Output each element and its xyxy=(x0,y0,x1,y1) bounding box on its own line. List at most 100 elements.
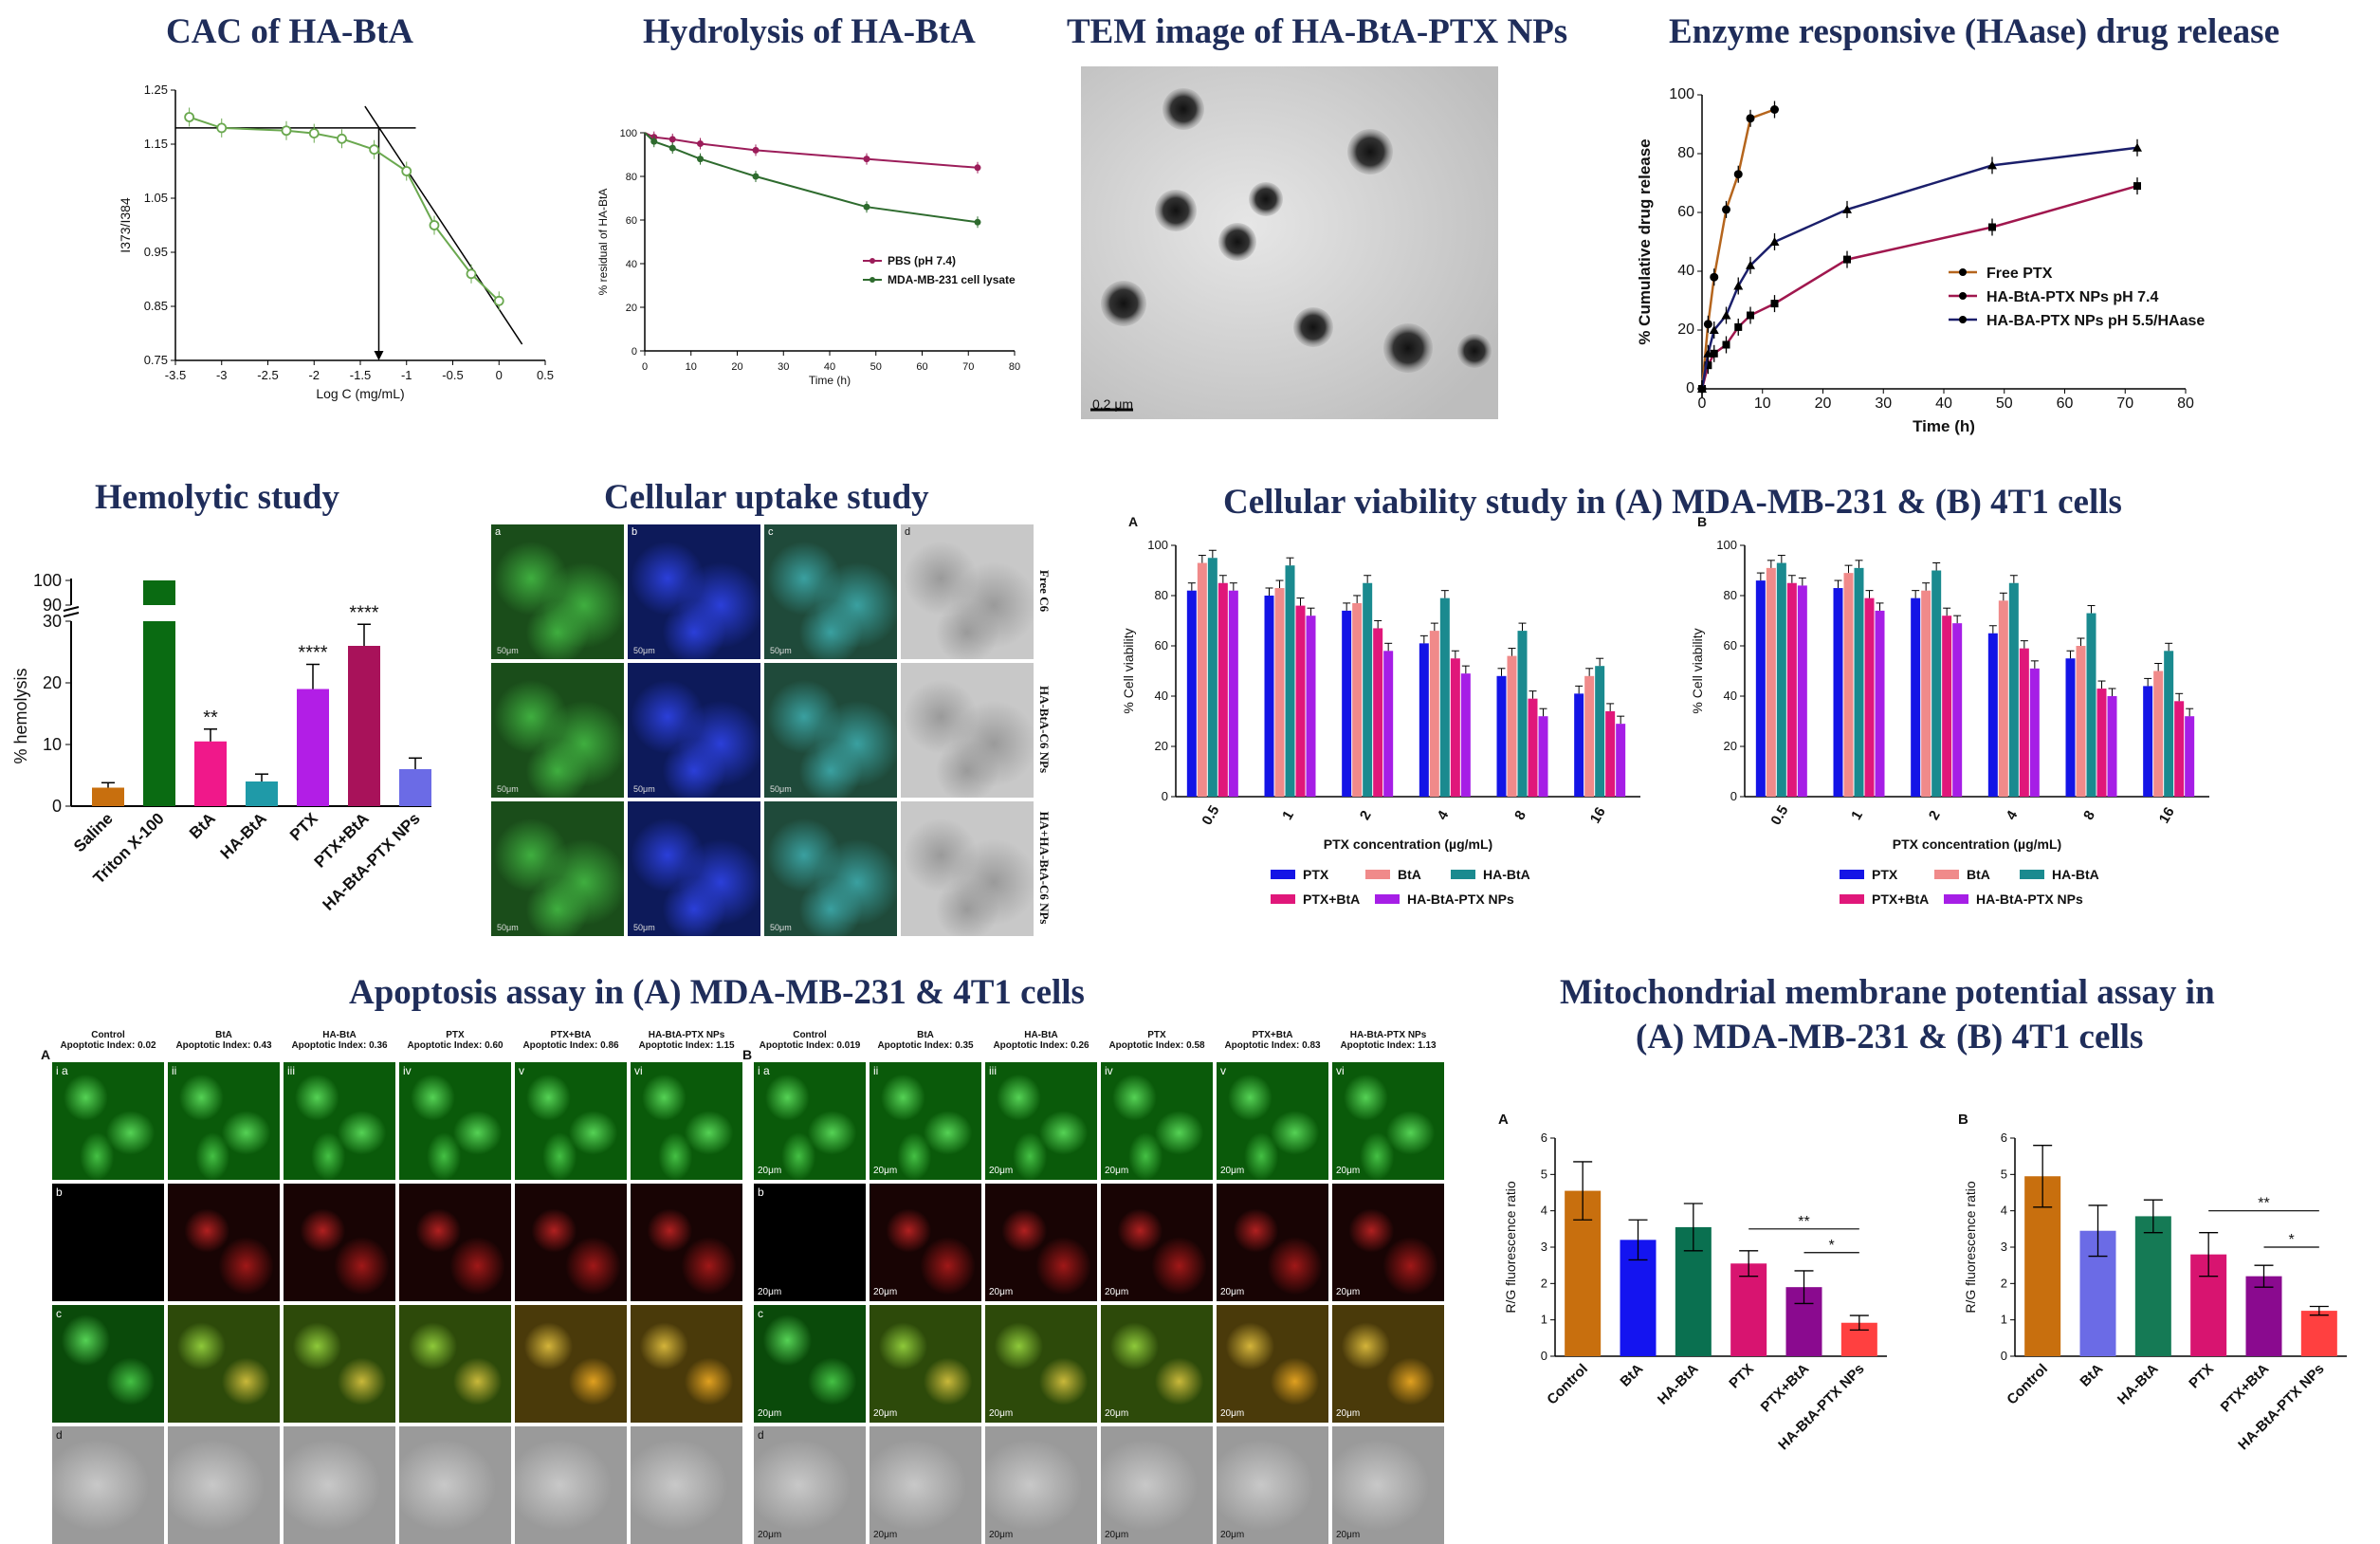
apoptosis-image: 20μm xyxy=(870,1426,981,1544)
apoptotic-index: Apoptotic Index: 0.35 xyxy=(877,1040,974,1051)
apoptotic-index: Apoptotic Index: 0.36 xyxy=(291,1040,388,1051)
apoptosis-image xyxy=(284,1184,395,1301)
y-tick-label: 1.05 xyxy=(144,191,168,205)
x-tick-label: 10 xyxy=(686,361,697,373)
release-point xyxy=(1988,223,1996,231)
apoptosis-group-name: PTX+BtA xyxy=(550,1030,592,1040)
apoptosis-scale-label: 20μm xyxy=(873,1166,898,1176)
cac-point xyxy=(216,122,228,134)
apoptosis-group-header: PTX Apoptotic Index: 0.60 xyxy=(399,1030,511,1051)
x-tick-label: 0 xyxy=(496,368,503,382)
y-tick-label: 1.25 xyxy=(144,83,168,97)
apoptosis-cell-label: i a xyxy=(758,1064,770,1077)
apoptosis-group-name: BtA xyxy=(215,1030,232,1040)
uptake-title: Cellular uptake study xyxy=(604,478,929,517)
legend-label: BtA xyxy=(1398,867,1421,882)
apoptosis-scale-label: 20μm xyxy=(758,1287,782,1297)
viability-bar xyxy=(1295,605,1306,797)
apoptosis-scale-label: 20μm xyxy=(1105,1166,1129,1176)
category-label: PTX+BtA xyxy=(1758,1361,1813,1416)
y-tick-label: 4 xyxy=(1541,1204,1547,1218)
apoptosis-image xyxy=(399,1426,511,1544)
release-point xyxy=(1842,204,1852,213)
category-label: PTX xyxy=(286,809,321,844)
hemolysis-bar xyxy=(297,689,329,806)
uptake-image-r3-a: 50μm xyxy=(491,801,624,936)
hemolysis-bar xyxy=(92,787,124,806)
apoptosis-image: b xyxy=(52,1184,164,1301)
y-tick-label: 3 xyxy=(1541,1240,1547,1254)
apoptosis-image: c 20μm xyxy=(754,1305,866,1423)
viability-bar xyxy=(1264,596,1274,797)
apoptosis-image: 20μm xyxy=(1217,1426,1328,1544)
apoptosis-image xyxy=(631,1305,742,1423)
cac-title: CAC of HA-BtA xyxy=(166,12,414,51)
release-point xyxy=(1709,325,1719,334)
tem-title: TEM image of HA-BtA-PTX NPs xyxy=(1067,12,1568,51)
viability-bar xyxy=(1616,724,1626,797)
panel-label: B xyxy=(1697,514,1707,529)
mmp-bar xyxy=(2245,1276,2282,1356)
nanoparticle xyxy=(1101,281,1146,326)
viability-bar xyxy=(1186,590,1197,797)
legend-label: BtA xyxy=(1967,867,1990,882)
apoptosis-image: iv 20μm xyxy=(1101,1062,1213,1180)
viability-bar xyxy=(2029,668,2040,797)
release-point xyxy=(1987,160,1997,170)
viability-bar xyxy=(1285,565,1295,797)
y-tick-label: 100 xyxy=(33,571,62,590)
y-tick-label: 1 xyxy=(2001,1313,2007,1327)
nanoparticle xyxy=(1457,334,1492,368)
panel-label: B xyxy=(1958,1112,1968,1128)
x-axis-label: PTX concentration (µg/mL) xyxy=(1324,836,1492,852)
y-tick-label: 2 xyxy=(1541,1276,1547,1290)
apoptosis-group-header: HA-BtA Apoptotic Index: 0.26 xyxy=(985,1030,1097,1051)
nanoparticle xyxy=(1163,88,1204,130)
viability-bar xyxy=(1342,610,1352,797)
uptake-image-r3-c: 50μm xyxy=(764,801,897,936)
apoptotic-index: Apoptotic Index: 0.83 xyxy=(1224,1040,1321,1051)
y-tick-label: 20 xyxy=(1155,739,1168,753)
apoptosis-image xyxy=(284,1305,395,1423)
apoptosis-cell-label: iv xyxy=(1105,1064,1113,1077)
hydrolysis-point xyxy=(697,156,704,163)
viability-bar xyxy=(1439,597,1450,797)
viability-bar xyxy=(1843,573,1854,797)
significance-mark: **** xyxy=(349,602,378,623)
cac-point xyxy=(308,128,320,138)
viability-bar xyxy=(1306,616,1316,797)
apoptosis-scale-label: 20μm xyxy=(873,1287,898,1297)
apoptosis-image: vi 20μm xyxy=(1332,1062,1444,1180)
legend-label: HA-BtA-PTX NPs pH 7.4 xyxy=(1986,289,2158,305)
legend-marker xyxy=(870,258,875,264)
legend-marker xyxy=(870,277,875,283)
x-tick-label: 70 xyxy=(2116,395,2133,412)
y-tick-label: 60 xyxy=(626,215,637,227)
apoptosis-cell-label: b xyxy=(758,1186,764,1199)
apoptosis-cell-label: b xyxy=(56,1186,63,1199)
category-label: PTX xyxy=(1726,1361,1757,1392)
apoptosis-grid-a: A Control Apoptotic Index: 0.02 i a b c d BtA Ap… xyxy=(41,1030,744,1544)
legend-label: HA-BtA-PTX NPs xyxy=(1976,891,2083,907)
category-label: BtA xyxy=(186,809,219,842)
x-tick-label: 0.5 xyxy=(537,368,554,382)
apoptosis-scale-label: 20μm xyxy=(1220,1166,1245,1176)
apoptosis-scale-label: 20μm xyxy=(989,1408,1014,1419)
apoptosis-image: i a xyxy=(52,1062,164,1180)
mmp-bar xyxy=(2300,1311,2337,1356)
viability-bar xyxy=(1207,558,1217,797)
apoptosis-group-header: PTX Apoptotic Index: 0.58 xyxy=(1101,1030,1213,1051)
viability-bar xyxy=(1786,582,1797,797)
category-label: Saline xyxy=(70,809,117,855)
release-point xyxy=(1733,170,1743,179)
legend-label: PBS (pH 7.4) xyxy=(888,254,956,267)
apoptosis-image xyxy=(284,1426,395,1544)
hydrolysis-point xyxy=(668,136,676,143)
y-tick-label: 40 xyxy=(1155,689,1168,703)
apoptosis-image xyxy=(399,1184,511,1301)
y-tick-label: 0.75 xyxy=(144,353,168,367)
cac-point xyxy=(466,268,477,280)
viability-bar xyxy=(2076,646,2086,797)
y-axis-label: % residual of HA-BtA xyxy=(596,189,610,296)
legend-label: HA-BtA xyxy=(1483,867,1530,882)
